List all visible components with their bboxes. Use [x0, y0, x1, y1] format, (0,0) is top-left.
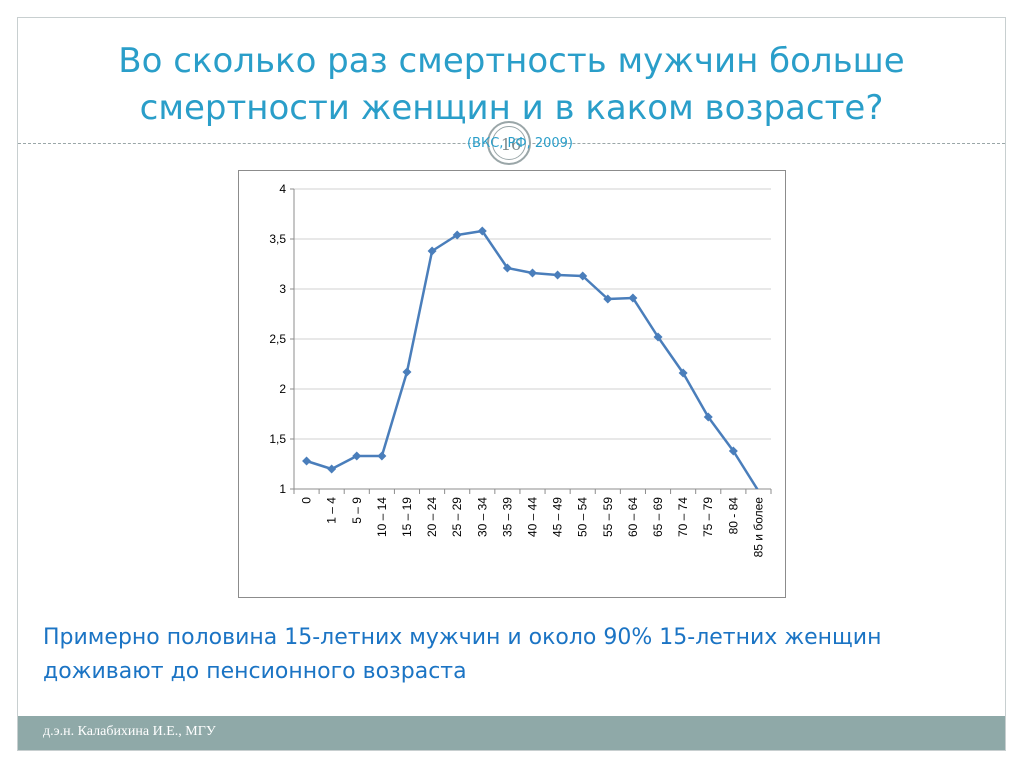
x-tick-label: 0	[300, 497, 314, 504]
y-tick-label: 3,5	[269, 232, 286, 246]
x-tick-label: 75 – 79	[701, 497, 715, 537]
data-point	[578, 271, 588, 281]
x-tick-label: 40 – 44	[526, 497, 540, 537]
data-point	[427, 246, 437, 256]
data-point	[302, 456, 312, 466]
y-tick-label: 1	[279, 482, 286, 496]
page-number: 16	[500, 135, 522, 154]
data-point	[452, 230, 462, 240]
data-point	[628, 293, 638, 303]
x-tick-label: 60 – 64	[626, 497, 640, 537]
footer-bar: д.э.н. Калабихина И.Е., МГУ	[18, 716, 1005, 750]
x-tick-label: 20 – 24	[425, 497, 439, 537]
source-note: (ВКС, РФ, 2009)	[466, 136, 573, 151]
y-tick-label: 4	[279, 182, 286, 196]
data-point	[327, 464, 337, 474]
x-tick-label: 50 – 54	[576, 497, 590, 537]
chart-svg: 1 1,5 2 2,5 3 3,5 4 0 1 – 4 5 – 9 10 – 14 15 – 19 20…	[269, 182, 772, 558]
data-point	[703, 412, 713, 422]
x-tick-label: 65 – 69	[651, 497, 665, 537]
x-tick-label: 30 – 34	[475, 497, 489, 537]
x-tick-label: 15 – 19	[400, 497, 414, 537]
data-point	[528, 268, 537, 278]
page-number-badge: 16	[487, 121, 531, 165]
y-tick-label: 2	[279, 382, 286, 396]
data-point	[352, 451, 362, 461]
x-tick-label: 45 – 49	[551, 497, 565, 537]
x-tick-label: 85 и более	[751, 497, 765, 558]
x-tick-label: 55 – 59	[601, 497, 615, 537]
x-tick-label: 70 – 74	[676, 497, 690, 537]
line-chart: 1 1,5 2 2,5 3 3,5 4 0 1 – 4 5 – 9 10 – 14 15 – 19 20…	[238, 170, 786, 598]
x-tick-label: 25 – 29	[450, 497, 464, 537]
data-point	[728, 446, 738, 456]
y-tick-label: 3	[279, 282, 286, 296]
x-tick-label: 80 - 84	[726, 497, 740, 535]
x-tick-label: 5 – 9	[350, 497, 364, 524]
x-tick-label: 1 – 4	[325, 497, 339, 524]
data-point	[603, 294, 613, 304]
data-point	[477, 226, 487, 236]
y-tick-label: 1,5	[269, 432, 286, 446]
data-point	[377, 451, 387, 461]
data-point	[402, 367, 412, 377]
data-point	[553, 270, 563, 280]
y-tick-label: 2,5	[269, 332, 286, 346]
data-point	[678, 368, 688, 378]
x-tick-label: 10 – 14	[375, 497, 389, 537]
footer-author: д.э.н. Калабихина И.Е., МГУ	[43, 724, 216, 739]
x-tick-label: 35 – 39	[500, 497, 514, 537]
slide-caption: Примерно половина 15-летних мужчин и око…	[43, 625, 882, 684]
data-point	[502, 263, 512, 273]
data-point	[653, 332, 663, 342]
slide-title: Во сколько раз смертность мужчин больше …	[118, 41, 905, 128]
